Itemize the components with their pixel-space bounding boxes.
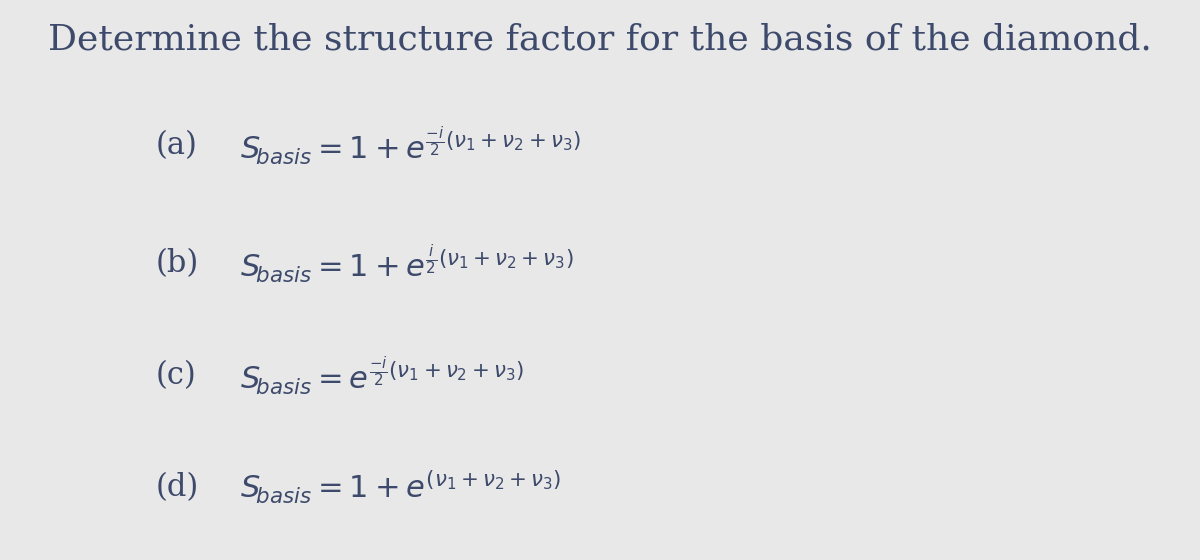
Text: $S_{\!\mathrm{\mathit{basis}}} = 1 + e^{(\nu_1 + \nu_2 + \nu_3)}$: $S_{\!\mathrm{\mathit{basis}}} = 1 + e^{… [240, 469, 562, 506]
Text: (d): (d) [156, 472, 199, 503]
Text: (c): (c) [156, 360, 197, 391]
Text: Determine the structure factor for the basis of the diamond.: Determine the structure factor for the b… [48, 22, 1152, 57]
Text: (b): (b) [156, 248, 199, 279]
Text: $S_{\!\mathrm{\mathit{basis}}} = e^{\frac{-i}{2}(\nu_1 + \nu_2 + \nu_3)}$: $S_{\!\mathrm{\mathit{basis}}} = e^{\fra… [240, 354, 524, 396]
Text: (a): (a) [156, 130, 198, 161]
Text: $S_{\!\mathrm{\mathit{basis}}} = 1 + e^{\frac{i}{2}(\nu_1 + \nu_2 + \nu_3)}$: $S_{\!\mathrm{\mathit{basis}}} = 1 + e^{… [240, 242, 574, 284]
Text: $S_{\!\mathrm{\mathit{basis}}} = 1 + e^{\frac{-i}{2}(\nu_1 + \nu_2 + \nu_3)}$: $S_{\!\mathrm{\mathit{basis}}} = 1 + e^{… [240, 124, 581, 167]
